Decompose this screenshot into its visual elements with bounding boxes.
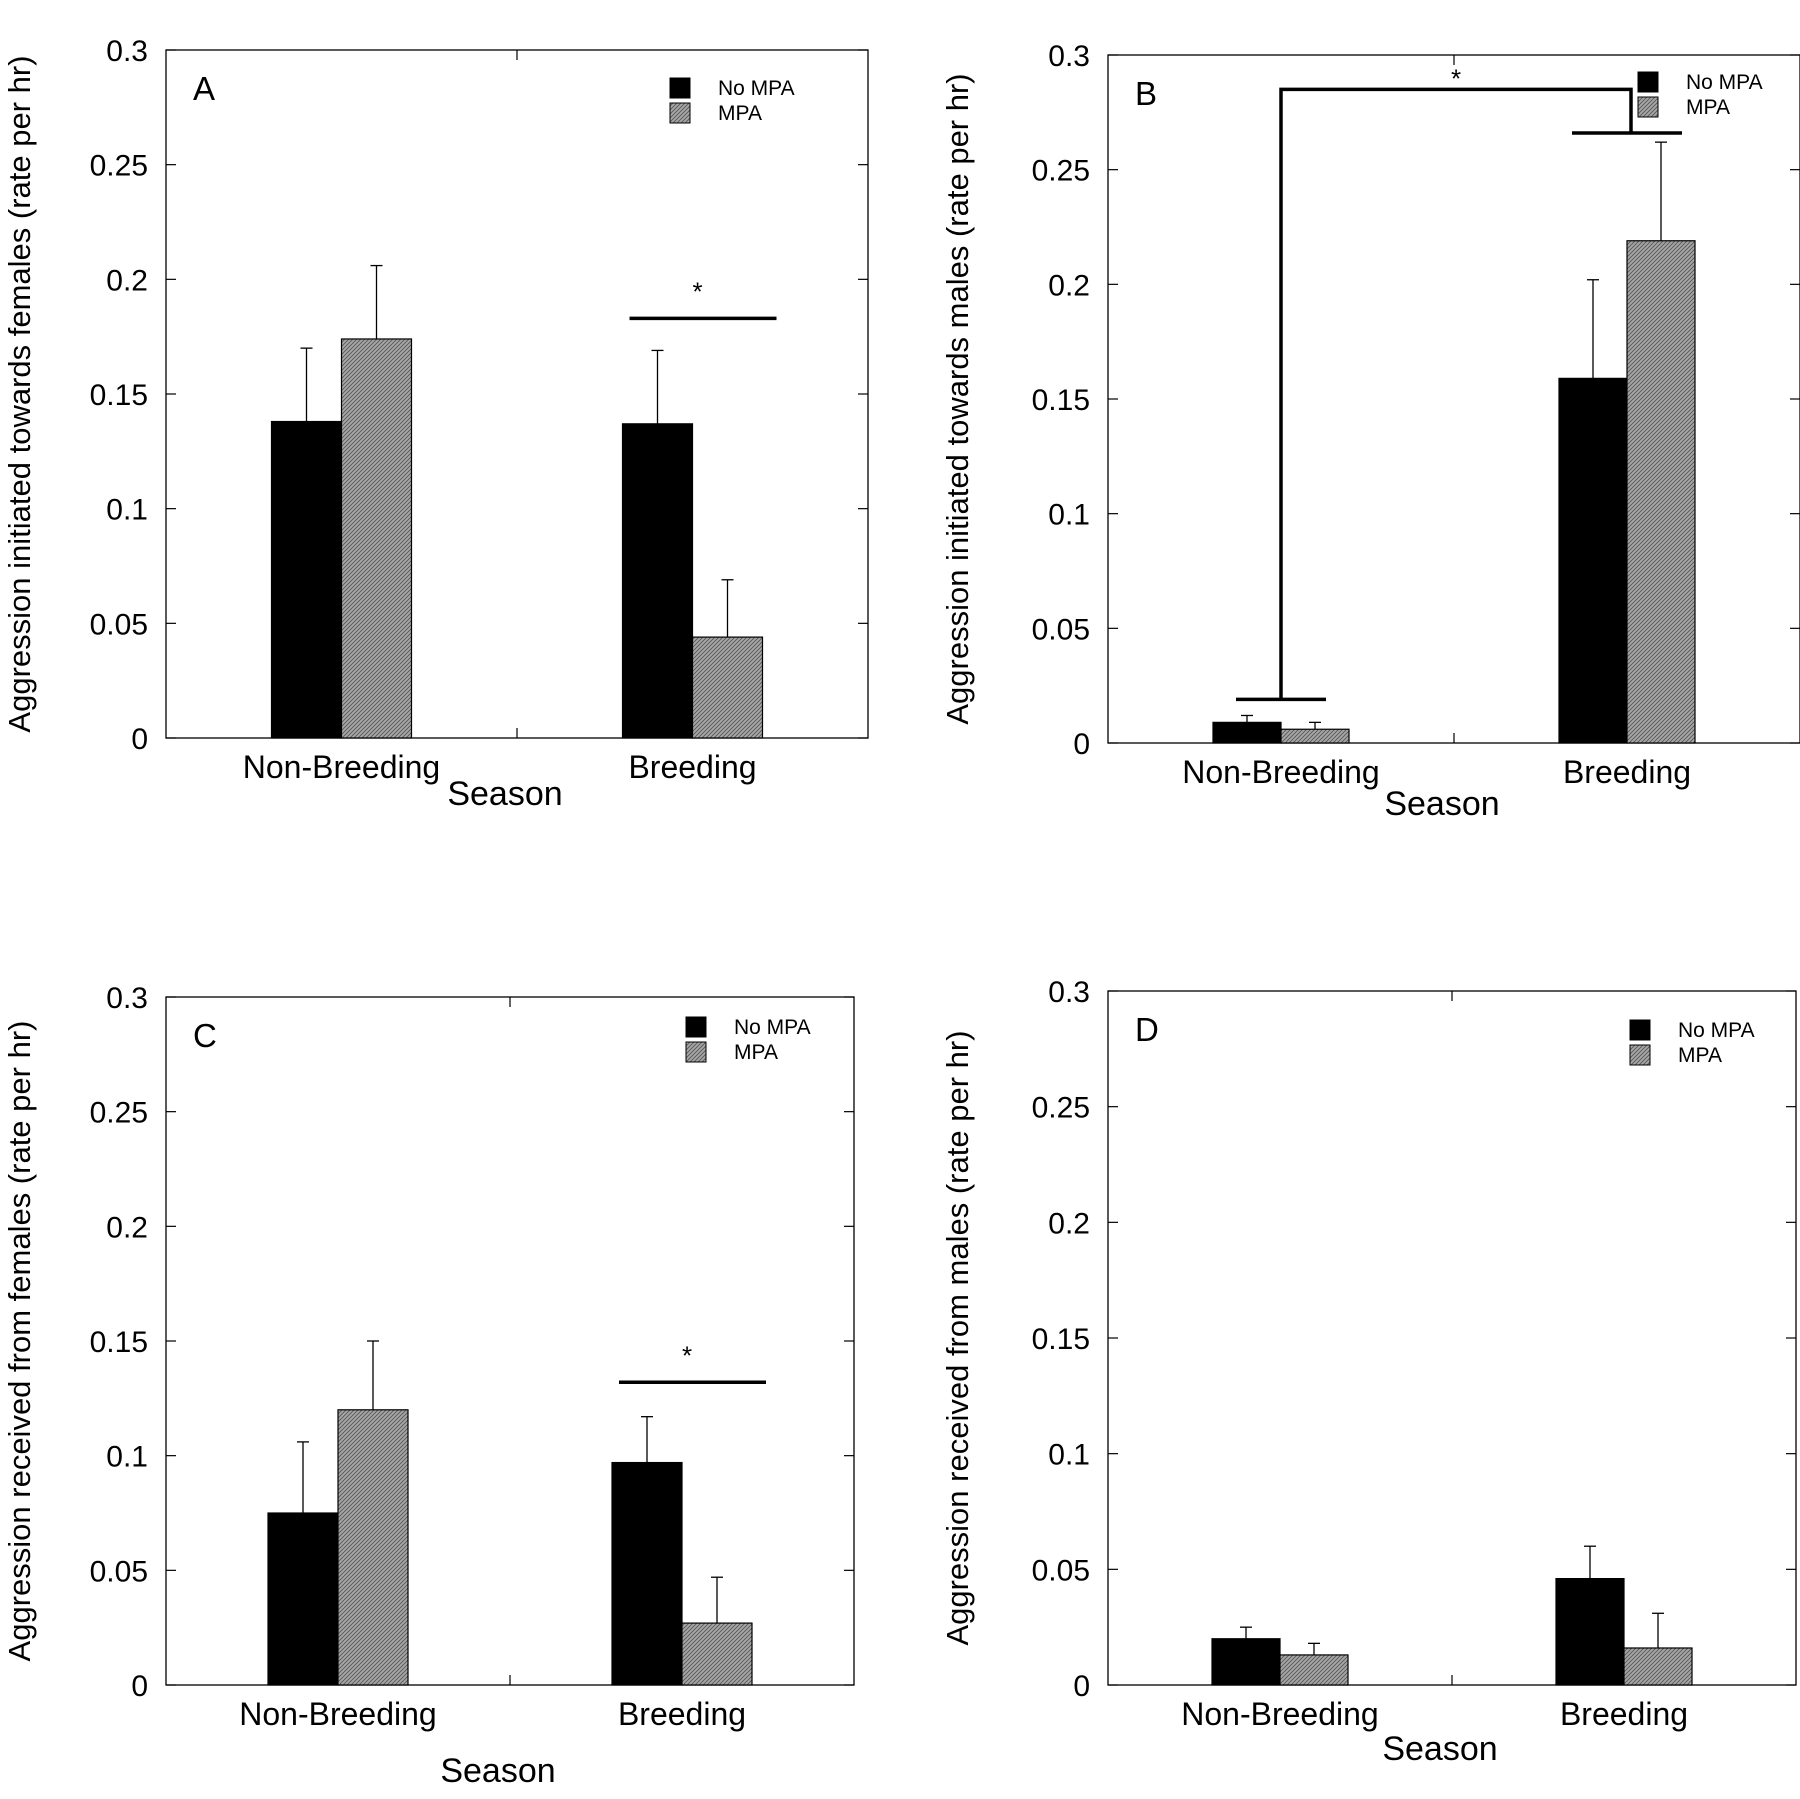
legend-label: No MPA — [1678, 1019, 1755, 1042]
legend-swatch-no-mpa — [685, 1016, 707, 1038]
x-tick-label: Non-Breeding — [1181, 1696, 1378, 1732]
y-tick-label: 0.1 — [1048, 1439, 1090, 1472]
y-axis-title: Aggression initiated towards females (ra… — [2, 55, 37, 732]
chart-panel-c: 0 0.05 0.1 0.15 0.2 0.25 0.3 Non-Breeding Breedi… — [2, 982, 855, 1790]
legend-label: MPA — [734, 1041, 778, 1064]
bar-no-mpa-breeding — [611, 1461, 683, 1686]
panel-label: B — [1135, 75, 1157, 112]
y-tick-label: 0.1 — [106, 494, 148, 527]
chart-panel-d: 0 0.05 0.1 0.15 0.2 0.25 0.3 Non-Breeding Breedi… — [940, 976, 1797, 1768]
y-tick-label: 0.25 — [1032, 155, 1090, 188]
bar-mpa-breeding — [1626, 240, 1696, 744]
y-tick-label: 0.3 — [106, 982, 148, 1015]
y-tick-label: 0.2 — [106, 1211, 148, 1244]
legend-swatch-no-mpa — [1629, 1019, 1651, 1041]
legend-label: No MPA — [734, 1016, 811, 1039]
y-tick-label: 0.05 — [1032, 1554, 1090, 1587]
x-axis-title: Season — [1384, 785, 1499, 823]
y-tick-label: 0.3 — [1048, 40, 1090, 73]
y-tick-label: 0.3 — [1048, 976, 1090, 1009]
bar-mpa-non-breeding — [1279, 1654, 1349, 1686]
bar-mpa-breeding — [691, 636, 764, 739]
y-tick-label: 0.25 — [90, 1097, 148, 1130]
legend-label: No MPA — [718, 77, 795, 100]
x-tick-label: Breeding — [628, 749, 756, 785]
x-tick-label: Breeding — [1560, 1696, 1688, 1732]
y-tick-label: 0.05 — [90, 608, 148, 641]
y-axis-title: Aggression received from males (rate per… — [940, 1030, 975, 1645]
x-tick-label: Non-Breeding — [243, 749, 440, 785]
significance-star: * — [1451, 63, 1461, 93]
bar-mpa-non-breeding — [340, 338, 413, 739]
bar-mpa-non-breeding — [1280, 728, 1350, 744]
bar-mpa-breeding — [1623, 1647, 1693, 1686]
legend-swatch-mpa — [685, 1041, 707, 1063]
bar-mpa-breeding — [681, 1622, 753, 1686]
y-tick-label: 0.3 — [106, 35, 148, 68]
bar-no-mpa-non-breeding — [267, 1512, 339, 1686]
x-axis-title: Season — [1382, 1730, 1497, 1768]
legend-swatch-mpa — [1629, 1044, 1651, 1066]
legend-label: MPA — [1678, 1044, 1722, 1067]
x-tick-label: Non-Breeding — [239, 1696, 436, 1732]
x-axis-title: Season — [447, 775, 562, 813]
significance-star: * — [692, 276, 702, 306]
y-axis-title: Aggression initiated towards males (rate… — [940, 73, 975, 724]
y-tick-label: 0 — [131, 1670, 148, 1703]
significance-star: * — [682, 1340, 692, 1370]
significance-bracket — [1279, 87, 1633, 700]
x-axis-title: Season — [440, 1752, 555, 1790]
y-tick-label: 0.25 — [1032, 1092, 1090, 1125]
y-tick-label: 0.1 — [106, 1441, 148, 1474]
plot-frame — [1107, 54, 1800, 744]
bar-mpa-non-breeding — [337, 1409, 409, 1686]
legend-swatch-no-mpa — [669, 77, 691, 99]
y-axis-title: Aggression received from females (rate p… — [2, 1021, 37, 1662]
bar-no-mpa-breeding — [1555, 1577, 1625, 1686]
panel-label: D — [1135, 1011, 1159, 1048]
bar-no-mpa-non-breeding — [1212, 721, 1282, 744]
legend-swatch-mpa — [669, 102, 691, 124]
x-tick-label: Breeding — [1563, 754, 1691, 790]
bar-no-mpa-non-breeding — [270, 420, 343, 739]
y-tick-label: 0.15 — [1032, 1323, 1090, 1356]
y-tick-label: 0.15 — [90, 1326, 148, 1359]
chart-panel-a: 0 0.05 0.1 0.15 0.2 0.25 0.3 Non-Breeding Breedi… — [2, 35, 869, 813]
y-tick-label: 0.2 — [1048, 269, 1090, 302]
y-tick-label: 0 — [131, 723, 148, 756]
bar-no-mpa-breeding — [1558, 377, 1628, 744]
legend-label: MPA — [718, 102, 762, 125]
chart-panel-b: 0 0.05 0.1 0.15 0.2 0.25 0.3 Non-Breeding Breedi… — [940, 40, 1800, 823]
y-tick-label: 0.25 — [90, 150, 148, 183]
panel-label: A — [193, 70, 215, 107]
y-tick-label: 0.15 — [90, 379, 148, 412]
y-tick-label: 0.2 — [106, 264, 148, 297]
legend-label: No MPA — [1686, 71, 1763, 94]
bar-no-mpa-non-breeding — [1211, 1638, 1281, 1686]
x-tick-label: Non-Breeding — [1182, 754, 1379, 790]
y-tick-label: 0.15 — [1032, 384, 1090, 417]
plot-frame — [1107, 990, 1797, 1686]
y-tick-label: 0 — [1073, 1670, 1090, 1703]
legend-swatch-no-mpa — [1637, 71, 1659, 93]
y-tick-label: 0.2 — [1048, 1207, 1090, 1240]
legend-label: MPA — [1686, 96, 1730, 119]
y-tick-label: 0 — [1073, 728, 1090, 761]
x-tick-label: Breeding — [618, 1696, 746, 1732]
y-tick-label: 0.1 — [1048, 499, 1090, 532]
y-tick-label: 0.05 — [90, 1555, 148, 1588]
y-tick-label: 0.05 — [1032, 613, 1090, 646]
bar-no-mpa-breeding — [621, 423, 694, 739]
panel-label: C — [193, 1017, 217, 1054]
legend-swatch-mpa — [1637, 96, 1659, 118]
